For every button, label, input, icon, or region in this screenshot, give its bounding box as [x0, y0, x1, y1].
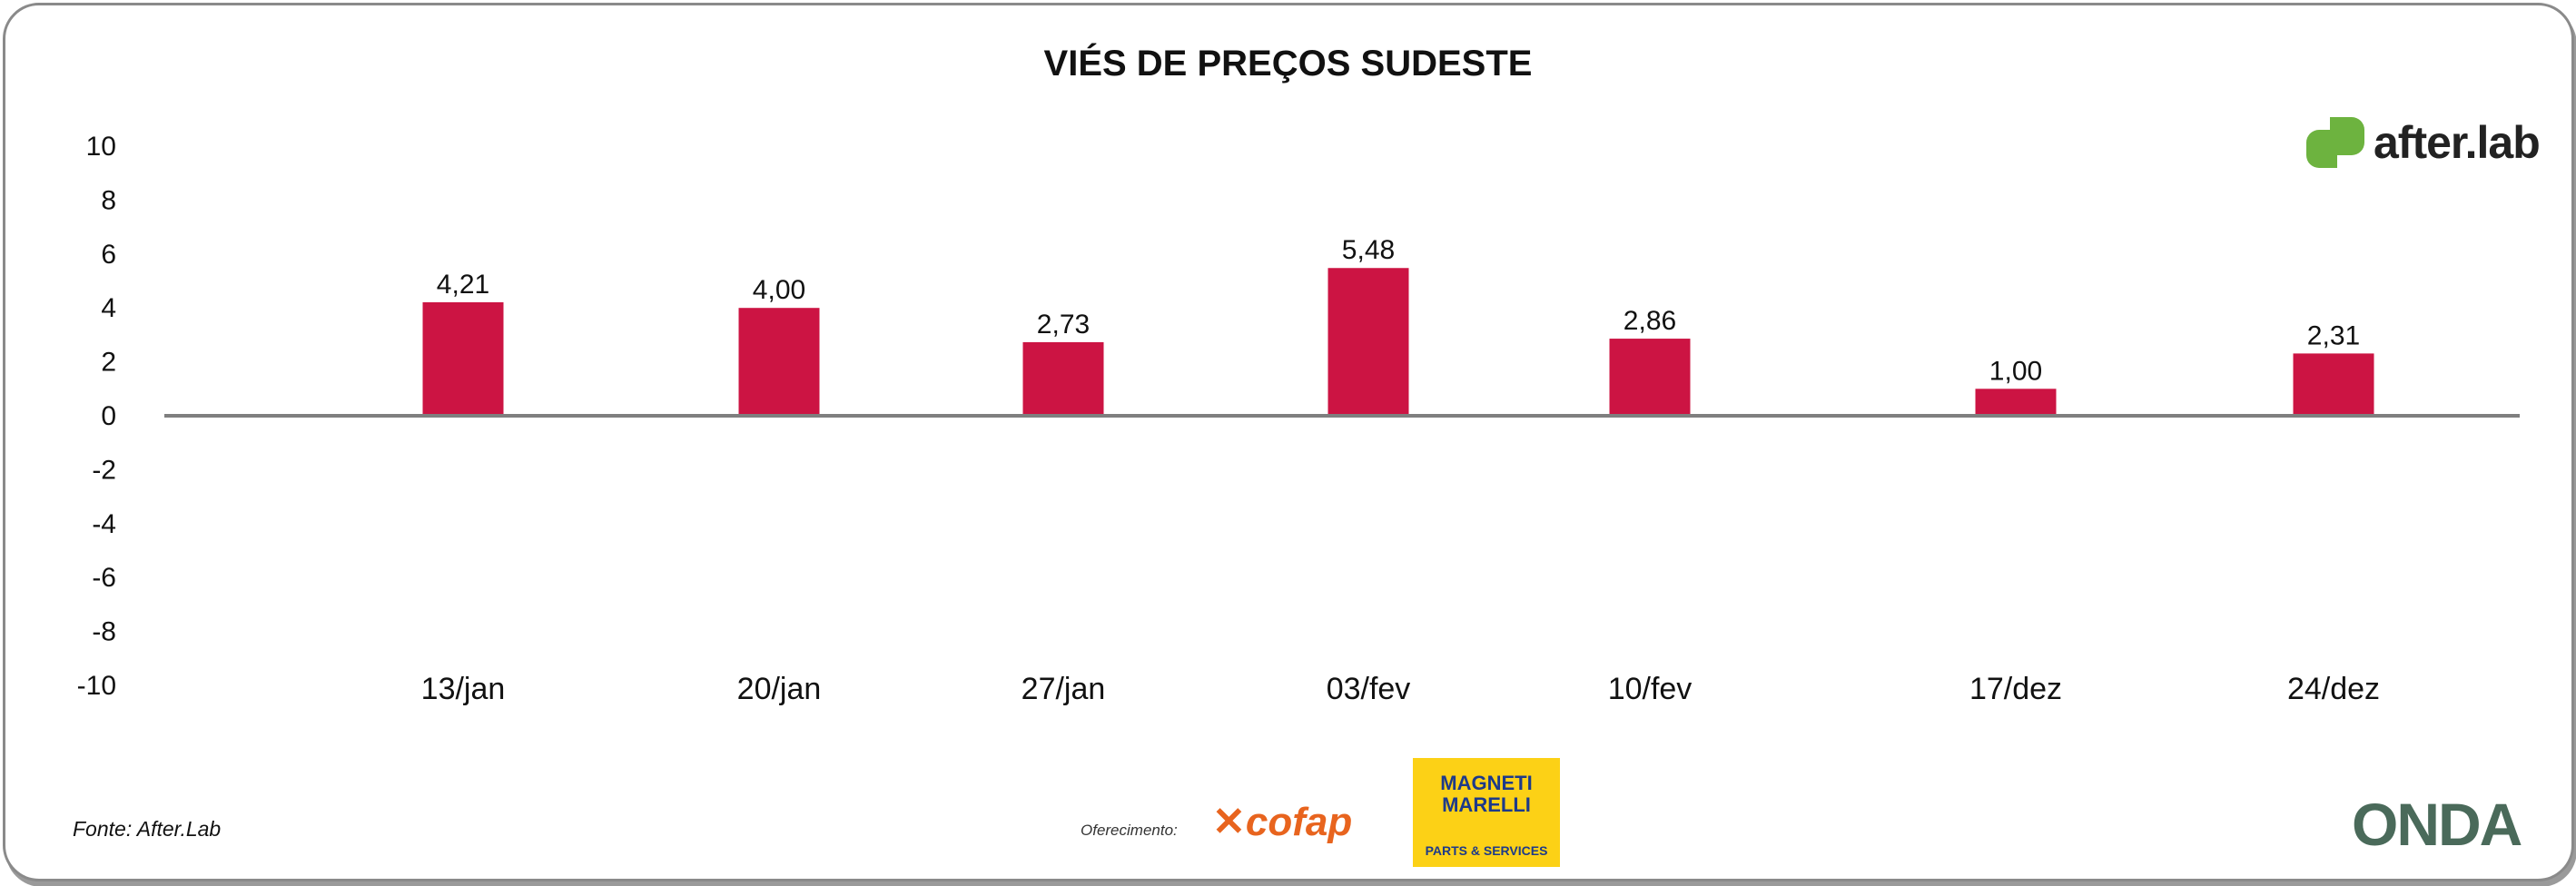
- x-tick-label: 13/jan: [421, 672, 506, 706]
- sponsor-label: Oferecimento:: [1081, 822, 1178, 839]
- onda-logo: ONDA: [2352, 791, 2522, 858]
- data-label: 5,48: [1342, 235, 1395, 265]
- afterlab-logo-text: after.lab: [2374, 117, 2541, 168]
- x-tick-label: 24/dez: [2287, 672, 2380, 706]
- data-label: 2,31: [2307, 320, 2360, 350]
- magneti-marelli-text: MAGNETI MARELLI: [1440, 772, 1533, 816]
- magneti-marelli-subtext: PARTS & SERVICES: [1425, 843, 1548, 858]
- cofap-logo: ✕cofap: [1212, 800, 1353, 844]
- y-tick-label: 6: [101, 240, 116, 270]
- bar: [738, 308, 820, 416]
- y-tick-label: -8: [92, 617, 116, 647]
- cofap-text: cofap: [1245, 800, 1353, 844]
- y-tick-label: -4: [92, 509, 116, 539]
- y-tick-label: -6: [92, 563, 116, 593]
- y-tick-label: -2: [92, 455, 116, 485]
- data-label: 4,00: [753, 275, 805, 305]
- y-tick-label: -10: [77, 671, 116, 701]
- x-tick-label: 27/jan: [1022, 672, 1106, 706]
- source-note: Fonte: After.Lab: [73, 817, 222, 841]
- afterlab-logo: after.lab: [2306, 116, 2541, 169]
- y-tick-label: 4: [101, 293, 116, 323]
- data-label: 2,73: [1037, 310, 1090, 340]
- x-tick-label: 17/dez: [1969, 672, 2062, 706]
- bar: [422, 301, 504, 416]
- data-label: 1,00: [1989, 356, 2042, 386]
- bar: [2293, 353, 2374, 416]
- y-tick-label: 10: [86, 132, 116, 162]
- afterlab-mark-icon: [2306, 117, 2364, 168]
- bar: [1327, 268, 1409, 416]
- data-label: 4,21: [437, 270, 489, 300]
- chart-frame: [3, 3, 2574, 881]
- y-tick-label: 8: [101, 185, 116, 215]
- x-tick-label: 03/fev: [1327, 672, 1411, 706]
- y-tick-label: 0: [101, 401, 116, 431]
- magneti-marelli-logo: MAGNETI MARELLI PARTS & SERVICES: [1413, 758, 1560, 867]
- y-tick-label: 2: [101, 348, 116, 378]
- bar: [1975, 389, 2057, 416]
- bar: [1609, 339, 1691, 416]
- x-tick-label: 20/jan: [737, 672, 822, 706]
- chart-title: VIÉS DE PREÇOS SUDESTE: [1043, 44, 1533, 84]
- data-label: 2,86: [1624, 306, 1676, 336]
- bar: [1022, 341, 1104, 416]
- x-tick-label: 10/fev: [1608, 672, 1693, 706]
